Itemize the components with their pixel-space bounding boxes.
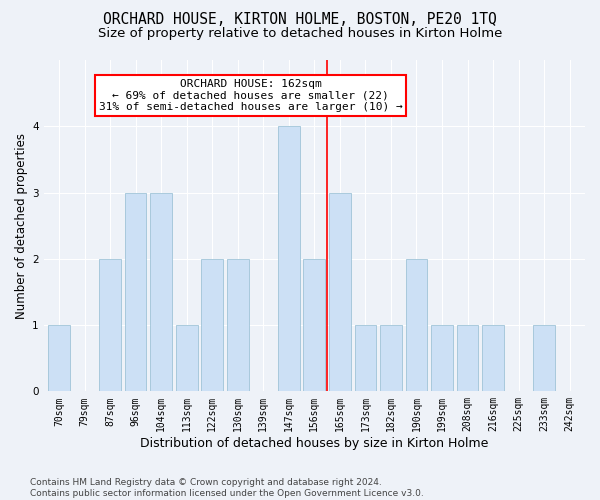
Bar [533, 325, 555, 392]
Bar [355, 325, 376, 392]
Y-axis label: Number of detached properties: Number of detached properties [15, 132, 28, 318]
Bar [278, 126, 299, 392]
X-axis label: Distribution of detached houses by size in Kirton Holme: Distribution of detached houses by size … [140, 437, 488, 450]
Bar [304, 259, 325, 392]
Text: ORCHARD HOUSE: 162sqm
← 69% of detached houses are smaller (22)
31% of semi-deta: ORCHARD HOUSE: 162sqm ← 69% of detached … [98, 78, 403, 112]
Text: ORCHARD HOUSE, KIRTON HOLME, BOSTON, PE20 1TQ: ORCHARD HOUSE, KIRTON HOLME, BOSTON, PE2… [103, 12, 497, 28]
Bar [150, 192, 172, 392]
Bar [457, 325, 478, 392]
Bar [202, 259, 223, 392]
Bar [380, 325, 402, 392]
Text: Size of property relative to detached houses in Kirton Holme: Size of property relative to detached ho… [98, 28, 502, 40]
Bar [482, 325, 504, 392]
Bar [125, 192, 146, 392]
Text: Contains HM Land Registry data © Crown copyright and database right 2024.
Contai: Contains HM Land Registry data © Crown c… [30, 478, 424, 498]
Bar [431, 325, 453, 392]
Bar [406, 259, 427, 392]
Bar [227, 259, 248, 392]
Bar [48, 325, 70, 392]
Bar [176, 325, 197, 392]
Bar [329, 192, 351, 392]
Bar [99, 259, 121, 392]
